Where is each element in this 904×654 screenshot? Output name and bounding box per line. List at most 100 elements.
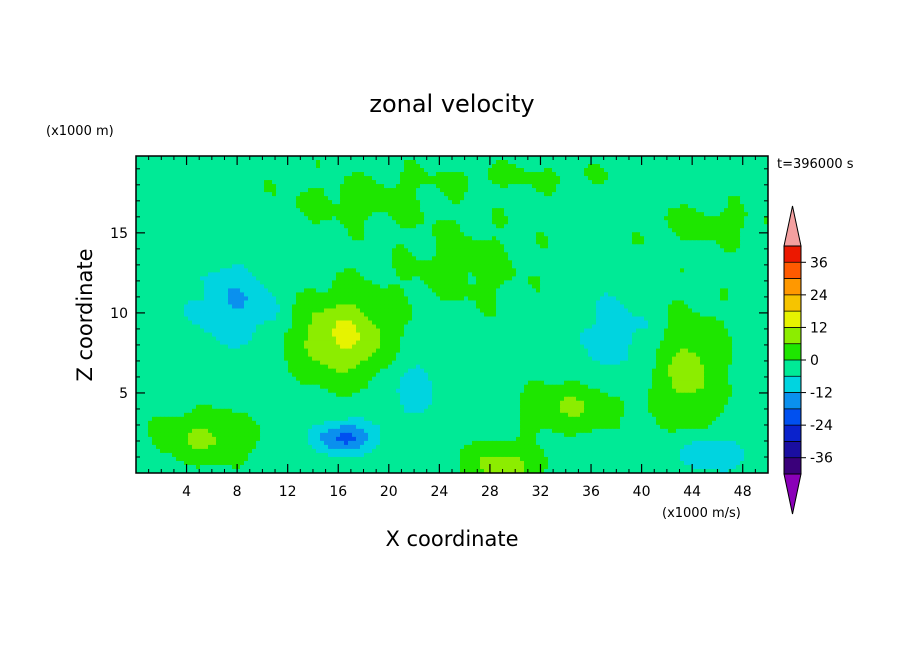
contour-cell (408, 184, 413, 189)
contour-cell (472, 276, 477, 281)
contour-cell (252, 196, 257, 201)
contour-cell (556, 252, 561, 257)
contour-cell (244, 244, 249, 249)
contour-cell (372, 164, 377, 169)
contour-cell (656, 180, 661, 185)
contour-cell (300, 224, 305, 229)
contour-cell (440, 164, 445, 169)
contour-cell (656, 260, 661, 265)
contour-cell (232, 260, 237, 265)
contour-cell (404, 260, 409, 265)
contour-cell (204, 212, 209, 217)
contour-cell (472, 196, 477, 201)
contour-cell (384, 200, 389, 205)
contour-cell (412, 184, 417, 189)
contour-cell (680, 164, 685, 169)
contour-cell (160, 208, 165, 213)
contour-cell (360, 160, 365, 165)
contour-cell (572, 196, 577, 201)
contour-cell (360, 224, 365, 229)
contour-cell (540, 240, 545, 245)
contour-cell (248, 224, 253, 229)
contour-cell (156, 216, 161, 221)
contour-cell (456, 196, 461, 201)
contour-cell (764, 172, 768, 177)
contour-cell (156, 276, 161, 281)
contour-cell (524, 224, 529, 229)
contour-cell (372, 256, 377, 261)
contour-cell (564, 184, 569, 189)
contour-cell (584, 172, 589, 177)
contour-cell (644, 188, 649, 193)
contour-cell (764, 168, 768, 173)
contour-cell (248, 200, 253, 205)
contour-cell (144, 204, 149, 209)
contour-cell (712, 196, 717, 201)
chart-title: zonal velocity (369, 90, 534, 118)
contour-cell (300, 268, 305, 273)
contour-cell (740, 244, 745, 249)
contour-cell (692, 192, 697, 197)
contour-cell (552, 192, 557, 197)
contour-cell (728, 204, 733, 209)
contour-cell (436, 236, 441, 241)
contour-cell (340, 228, 345, 233)
contour-cell (400, 264, 405, 269)
contour-cell (148, 180, 153, 185)
contour-cell (516, 252, 521, 257)
contour-cell (148, 192, 153, 197)
contour-cell (512, 180, 517, 185)
contour-cell (700, 184, 705, 189)
contour-cell (628, 272, 633, 277)
contour-cell (332, 208, 337, 213)
contour-cell (148, 232, 153, 237)
contour-cell (172, 164, 177, 169)
contour-cell (164, 240, 169, 245)
contour-cell (472, 160, 477, 165)
contour-cell (764, 276, 768, 281)
contour-cell (744, 200, 749, 205)
contour-cell (504, 280, 509, 285)
contour-cell (708, 188, 713, 193)
contour-cell (428, 232, 433, 237)
contour-cell (380, 208, 385, 213)
contour-cell (140, 240, 145, 245)
contour-cell (208, 252, 213, 257)
contour-cell (712, 268, 717, 273)
contour-cell (552, 180, 557, 185)
contour-cell (520, 160, 525, 165)
contour-cell (664, 252, 669, 257)
contour-cell (372, 188, 377, 193)
contour-cell (240, 168, 245, 173)
contour-cell (616, 232, 621, 237)
contour-cell (420, 232, 425, 237)
contour-cell (340, 156, 345, 161)
contour-cell (712, 216, 717, 221)
contour-cell (272, 252, 277, 257)
contour-cell (344, 204, 349, 209)
contour-cell (424, 180, 429, 185)
contour-cell (420, 188, 425, 193)
contour-cell (572, 180, 577, 185)
contour-cell (636, 160, 641, 165)
contour-cell (720, 240, 725, 245)
contour-cell (512, 204, 517, 209)
contour-cell (532, 176, 537, 181)
contour-cell (540, 172, 545, 177)
contour-cell (660, 260, 665, 265)
contour-cell (152, 244, 157, 249)
contour-cell (180, 220, 185, 225)
contour-cell (620, 176, 625, 181)
contour-cell (204, 204, 209, 209)
contour-cell (288, 180, 293, 185)
contour-cell (312, 200, 317, 205)
contour-cell (504, 264, 509, 269)
contour-cell (524, 264, 529, 269)
contour-cell (372, 156, 377, 161)
contour-cell (228, 280, 233, 285)
contour-cell (588, 196, 593, 201)
contour-cell (736, 224, 741, 229)
contour-cell (520, 220, 525, 225)
contour-cell (648, 168, 653, 173)
contour-cell (628, 196, 633, 201)
